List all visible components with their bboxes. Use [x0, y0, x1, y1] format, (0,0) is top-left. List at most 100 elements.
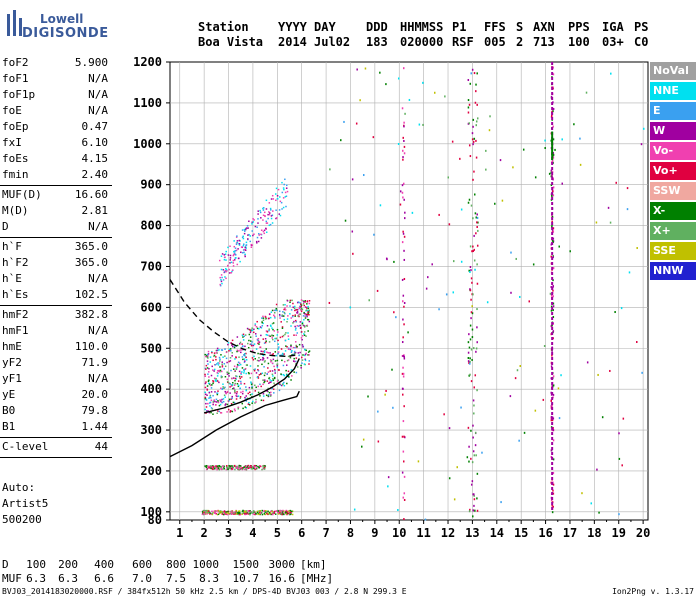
echo-point [283, 384, 286, 387]
echo-point [223, 363, 226, 365]
echo-point [211, 512, 213, 515]
echo-point [229, 348, 232, 350]
echo-point [264, 513, 267, 516]
echo-point [255, 372, 258, 374]
echo-point [224, 348, 226, 350]
muf-unit: [MHz] [300, 572, 334, 585]
echo-point [470, 457, 472, 460]
echo-point [295, 360, 297, 363]
echo-point [256, 510, 259, 513]
echo-point [262, 383, 264, 386]
echo-point [248, 372, 250, 375]
echo-point [250, 372, 253, 375]
echo-point [216, 375, 219, 377]
param-value: 102.5 [74, 288, 108, 301]
echo-point [226, 390, 229, 393]
echo-point [403, 152, 406, 155]
echo-point [222, 398, 225, 400]
echo-region-0 [204, 299, 311, 415]
echo-point [283, 318, 285, 321]
echo-point [219, 403, 222, 406]
echo-point [258, 343, 260, 345]
echo-point [204, 393, 207, 396]
echo-point [226, 466, 229, 469]
echo-point [274, 337, 276, 340]
echo-point [233, 346, 236, 348]
echo-point [223, 271, 226, 273]
polarization-legend: NoVal NNE E W Vo- Vo+ SSW X- X+ SSE NNW [650, 62, 698, 282]
echo-point [263, 513, 266, 515]
echo-point [618, 432, 620, 435]
echo-point [277, 348, 279, 350]
echo-point [468, 362, 470, 365]
echo-point [551, 159, 554, 162]
param-value: 2.81 [81, 204, 109, 217]
echo-point [272, 198, 275, 200]
echo-point [209, 465, 212, 467]
echo-point [287, 348, 290, 350]
echo-point [270, 380, 273, 382]
echo-point [206, 354, 208, 357]
echo-point [219, 366, 221, 368]
header-value-4: 020000 [400, 35, 444, 49]
echo-point [226, 270, 228, 272]
echo-point [551, 354, 553, 357]
echo-point [447, 176, 450, 179]
echo-point [402, 136, 404, 139]
echo-point [236, 363, 239, 366]
echo-point [301, 321, 304, 324]
echo-point [528, 300, 531, 303]
echo-point [240, 373, 242, 375]
echo-point [403, 125, 405, 128]
echo-point [265, 199, 268, 202]
echo-point [235, 394, 237, 397]
echo-point [220, 354, 222, 356]
echo-point [403, 357, 406, 360]
echo-point [245, 398, 247, 400]
echo-point [213, 511, 215, 514]
echo-point [245, 400, 248, 402]
echo-point [263, 232, 266, 235]
echo-point [248, 386, 251, 389]
echo-point [281, 314, 284, 316]
echo-point [232, 387, 234, 390]
echo-point [299, 309, 302, 311]
param-label: D [2, 220, 9, 233]
echo-point [393, 311, 395, 314]
echo-point [402, 387, 404, 390]
echo-point [218, 404, 221, 407]
echo-point [235, 249, 238, 252]
echo-point [307, 311, 309, 313]
echo-point [472, 509, 475, 512]
echo-point [469, 362, 471, 365]
echo-point [579, 163, 582, 166]
echo-point [304, 359, 307, 362]
echo-point [550, 419, 553, 422]
echo-point [207, 467, 209, 469]
echo-point [242, 333, 245, 336]
echo-point [305, 335, 307, 337]
echo-point [284, 196, 287, 198]
echo-point [552, 483, 555, 486]
echo-point [282, 311, 284, 313]
echo-point [287, 359, 290, 361]
echo-point [243, 358, 246, 360]
echo-point [397, 77, 400, 80]
echo-point [259, 383, 261, 386]
echo-point [351, 230, 354, 233]
echo-point [300, 326, 302, 329]
echo-point [285, 512, 288, 515]
echo-point [276, 365, 279, 367]
echo-point [472, 424, 474, 427]
echo-point [585, 91, 588, 94]
echo-point [471, 281, 473, 284]
echo-point [558, 245, 560, 248]
echo-point [469, 289, 472, 292]
echo-point [302, 303, 305, 305]
echo-point [471, 132, 474, 135]
echo-point [244, 253, 246, 256]
echo-point [274, 193, 277, 195]
echo-point [523, 431, 526, 434]
echo-point [216, 349, 218, 352]
echo-point [251, 512, 254, 514]
